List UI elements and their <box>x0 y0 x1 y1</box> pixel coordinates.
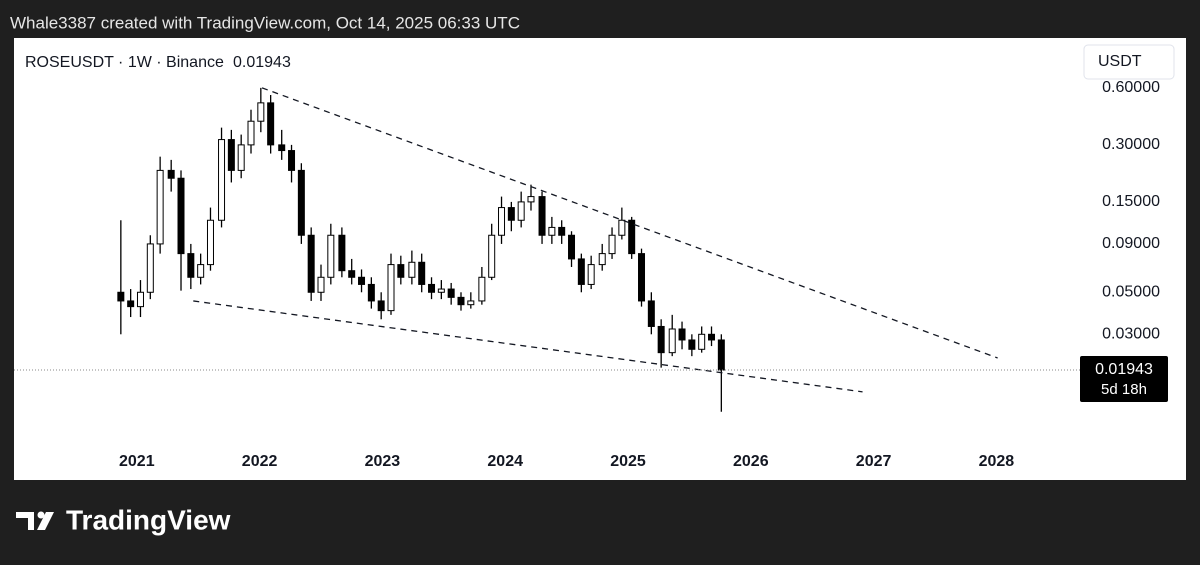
candle-body <box>367 283 375 302</box>
candle-body <box>428 283 436 293</box>
trendline <box>193 300 863 393</box>
candle-body <box>156 169 164 245</box>
x-tick-label: 2028 <box>979 453 1015 470</box>
candle-body <box>538 196 546 236</box>
candle-body <box>278 144 286 152</box>
candle-body <box>247 120 255 146</box>
candle-body <box>307 234 315 293</box>
candle-body <box>488 234 496 278</box>
candle-body <box>358 276 366 285</box>
candle-body <box>117 291 125 302</box>
y-tick-label: 0.09000 <box>1102 235 1160 252</box>
logo-mark <box>16 512 34 530</box>
candle-body <box>618 219 626 236</box>
candle-body <box>467 300 475 306</box>
candle-body <box>688 339 696 350</box>
candle-body <box>717 339 725 371</box>
candle-body <box>548 226 556 236</box>
countdown-label: 5d 18h <box>1101 381 1147 398</box>
candle-body <box>297 169 305 236</box>
candle-body <box>598 253 606 266</box>
candle-body <box>237 144 245 171</box>
candle-body <box>197 264 205 278</box>
candle-body <box>457 296 465 306</box>
candle-body <box>397 264 405 278</box>
candle-body <box>628 219 636 255</box>
candle-body <box>387 264 395 312</box>
x-tick-label: 2025 <box>610 453 646 470</box>
x-tick-label: 2022 <box>242 453 278 470</box>
price-label: 0.01943 <box>1095 361 1153 378</box>
candle-body <box>577 258 585 285</box>
x-tick-label: 2021 <box>119 453 155 470</box>
logo-dot <box>37 511 45 519</box>
trendline <box>261 87 998 359</box>
candle-body <box>187 253 195 278</box>
candle-body <box>507 207 515 221</box>
candle-body <box>348 270 356 278</box>
candle-body <box>288 150 296 171</box>
candle-body <box>558 226 566 236</box>
candle-body <box>517 201 525 221</box>
candle-body <box>608 234 616 255</box>
candle-body <box>227 139 235 171</box>
price-label-box <box>1080 356 1168 403</box>
candle-body <box>447 288 455 298</box>
candle-body <box>218 139 226 221</box>
y-tick-label: 0.15000 <box>1102 193 1160 210</box>
currency-box <box>1083 44 1175 80</box>
candle-body <box>338 234 346 272</box>
candle-body <box>527 196 535 203</box>
x-tick-label: 2026 <box>733 453 769 470</box>
candle-body <box>206 219 214 266</box>
candle-body <box>678 328 686 341</box>
candle-body <box>267 102 275 146</box>
candle-body <box>327 234 335 278</box>
y-tick-label: 0.05000 <box>1102 283 1160 300</box>
candle-body <box>478 276 486 302</box>
x-tick-label: 2027 <box>856 453 892 470</box>
candle-body <box>568 234 576 260</box>
candle-body <box>638 253 646 302</box>
candle-body <box>418 261 426 285</box>
candle-body <box>657 325 665 354</box>
candle-body <box>668 328 676 354</box>
candle-body <box>498 207 506 236</box>
header-text: Whale3387 created with TradingView.com, … <box>10 13 520 32</box>
candle-body <box>177 177 185 255</box>
currency-label: USDT <box>1098 53 1142 70</box>
candle-body <box>408 261 416 278</box>
candle-body <box>698 333 706 350</box>
logo-slash <box>37 512 54 530</box>
candle-body <box>167 169 175 179</box>
candle-body <box>647 300 655 327</box>
chart-title: ROSEUSDT · 1W · Binance <box>25 54 224 71</box>
y-tick-label: 0.30000 <box>1102 136 1160 153</box>
y-tick-label: 0.03000 <box>1102 326 1160 343</box>
candle-body <box>146 243 154 293</box>
candle-body <box>257 102 265 122</box>
candle-body <box>127 300 135 308</box>
title-price: 0.01943 <box>233 54 291 71</box>
candle-body <box>437 288 445 293</box>
candle-body <box>136 291 144 308</box>
plot-area <box>117 87 998 412</box>
x-tick-label: 2023 <box>365 453 401 470</box>
candle-body <box>708 333 716 341</box>
candle-body <box>587 264 595 285</box>
logo: TradingView <box>16 504 231 535</box>
x-tick-label: 2024 <box>487 453 523 470</box>
candle-body <box>377 300 385 312</box>
y-tick-label: 0.60000 <box>1102 79 1160 96</box>
brand-name: TradingView <box>66 504 231 535</box>
candle-body <box>317 276 325 293</box>
